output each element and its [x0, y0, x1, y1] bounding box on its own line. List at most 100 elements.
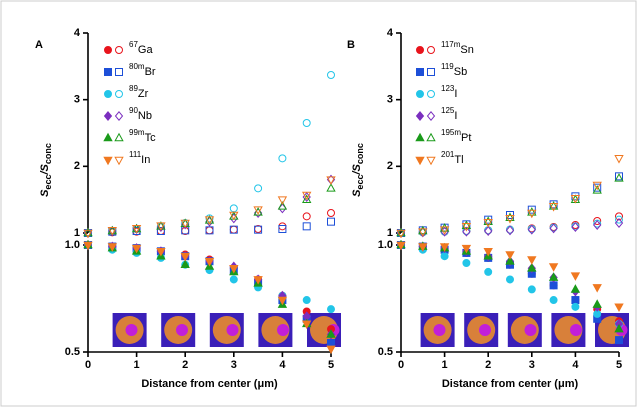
marker [327, 71, 335, 79]
marker [484, 267, 493, 276]
legend-name: Zr [138, 88, 149, 100]
marker [302, 296, 311, 305]
y-tick-label: 1 [387, 227, 393, 239]
marker [114, 156, 124, 166]
marker [103, 156, 113, 166]
marker [527, 224, 536, 235]
marker [440, 252, 449, 261]
marker [614, 218, 624, 228]
legend-mass: 89 [129, 84, 138, 93]
cell-body [554, 316, 583, 344]
legend-label: 119Sb [441, 62, 467, 78]
marker [439, 243, 450, 252]
marker [592, 181, 602, 191]
marker [548, 272, 559, 281]
marker [462, 226, 471, 237]
legend-name: I [454, 110, 457, 122]
marker [416, 90, 424, 98]
marker [326, 345, 336, 355]
marker [415, 132, 425, 142]
marker [103, 132, 113, 142]
marker [416, 46, 424, 54]
marker [483, 219, 493, 228]
marker [570, 272, 581, 281]
marker [571, 222, 580, 232]
marker [396, 229, 406, 239]
panel: A 1 2 3 4 0.5 1.0 0 1 2 3 4 5 Distance from center (μ… [35, 27, 341, 390]
y-label-sub: conc [43, 143, 53, 164]
marker [253, 206, 263, 215]
marker [396, 241, 406, 251]
marker [527, 263, 537, 272]
y-tick-label: 0.5 [378, 346, 393, 358]
marker [506, 211, 514, 219]
marker [277, 201, 288, 210]
y-tick-label: 2 [387, 160, 393, 172]
x-tick-label: 0 [85, 359, 91, 371]
marker [593, 220, 602, 230]
marker [83, 241, 93, 251]
legend-name: Sb [454, 66, 467, 78]
marker [527, 207, 537, 216]
marker [114, 111, 124, 121]
legend-mass: 125 [441, 106, 455, 115]
marker [593, 183, 602, 192]
cell-nucleus [226, 324, 239, 336]
marker [571, 296, 580, 305]
marker [107, 227, 117, 236]
legend-mass: 67 [129, 40, 138, 49]
cell-nucleus [277, 324, 289, 336]
marker [505, 251, 515, 260]
marker [592, 185, 602, 194]
marker [131, 244, 142, 254]
marker [506, 275, 514, 284]
cell-nucleus [176, 324, 188, 336]
marker [426, 156, 436, 166]
marker [614, 173, 624, 182]
marker [527, 209, 537, 219]
legend-label: 80mBr [129, 62, 156, 78]
marker [229, 211, 239, 221]
legend-name: In [141, 154, 150, 166]
marker [104, 68, 112, 76]
marker [418, 243, 428, 252]
marker [505, 256, 515, 265]
marker [103, 111, 113, 121]
marker [253, 276, 263, 285]
legend-name: Tl [454, 154, 463, 166]
marker [415, 111, 425, 121]
y-label-part: S [351, 189, 363, 197]
marker [615, 215, 623, 224]
marker [180, 259, 190, 269]
legend-label: 111In [129, 150, 150, 166]
marker [461, 244, 472, 254]
marker [592, 284, 602, 293]
y-tick-label: 3 [387, 94, 393, 106]
marker [548, 263, 559, 272]
marker [484, 226, 493, 236]
marker [83, 229, 93, 239]
x-tick-label: 4 [279, 359, 286, 371]
marker [416, 68, 424, 76]
marker [180, 219, 190, 229]
marker [418, 228, 428, 237]
marker [427, 46, 435, 54]
marker [156, 248, 166, 257]
marker [229, 225, 238, 234]
y-tick-label: 1.0 [65, 239, 80, 251]
marker [614, 303, 624, 313]
marker [615, 336, 623, 345]
marker [505, 225, 515, 236]
marker [614, 323, 624, 333]
cell-nucleus [125, 324, 138, 336]
marker [278, 154, 287, 163]
legend-name: Pt [461, 132, 471, 144]
legend-label: 201Tl [441, 150, 464, 166]
marker [115, 68, 123, 76]
marker [461, 223, 472, 232]
marker [505, 212, 515, 221]
y-tick-label: 0.5 [65, 346, 80, 358]
x-tick-label: 2 [182, 359, 188, 371]
marker [548, 201, 559, 210]
panel-label: A [35, 39, 43, 51]
